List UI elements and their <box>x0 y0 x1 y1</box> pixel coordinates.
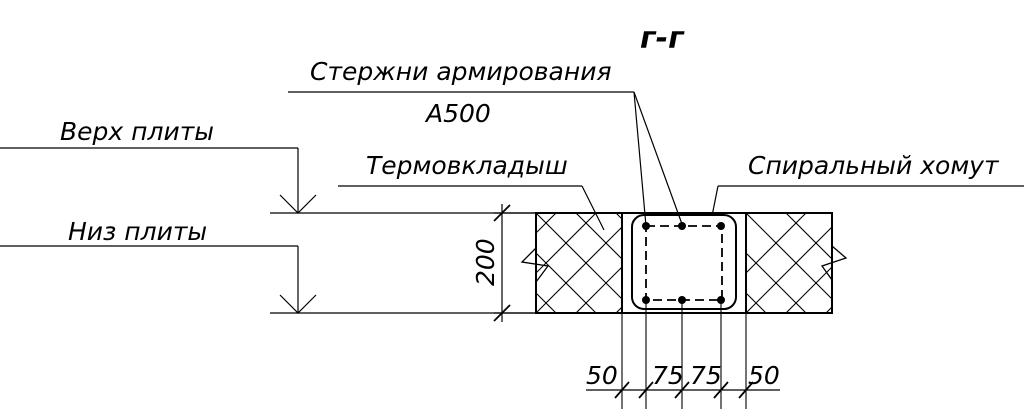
height-dimension <box>493 204 536 322</box>
dimension-50-right: 50 <box>748 361 780 390</box>
rods-label: Стержни армирования <box>310 57 611 86</box>
dimension-75-second: 75 <box>690 361 722 390</box>
top-of-slab-label: Верх плиты <box>60 117 214 146</box>
bottom-of-slab-label: Низ плиты <box>68 217 207 246</box>
spiral-tie-label: Спиральный хомут <box>748 151 1000 180</box>
thermal-insert-label: Термовкладыш <box>366 151 568 180</box>
spiral-tie-leader <box>711 185 1024 217</box>
dimension-75-first: 75 <box>652 361 684 390</box>
thermal-insert-left <box>535 212 623 314</box>
section-title: г-г <box>640 21 685 56</box>
thermal-insert-right <box>745 212 833 314</box>
rebar-cage <box>645 225 723 301</box>
rebar-points <box>642 222 725 304</box>
concrete-section <box>622 212 746 314</box>
rod-class-label: А500 <box>424 99 491 128</box>
spiral-tie <box>631 214 737 310</box>
top-of-slab-marker <box>0 147 536 214</box>
width-dimension-chain <box>586 300 780 409</box>
dimension-50-left: 50 <box>586 361 618 390</box>
break-mark-right <box>820 245 848 281</box>
rods-leader <box>288 91 683 227</box>
height-dimension-label: 200 <box>471 238 500 286</box>
thermal-insert-leader <box>338 185 605 231</box>
break-mark-left <box>520 247 550 283</box>
bottom-of-slab-marker <box>0 245 536 314</box>
